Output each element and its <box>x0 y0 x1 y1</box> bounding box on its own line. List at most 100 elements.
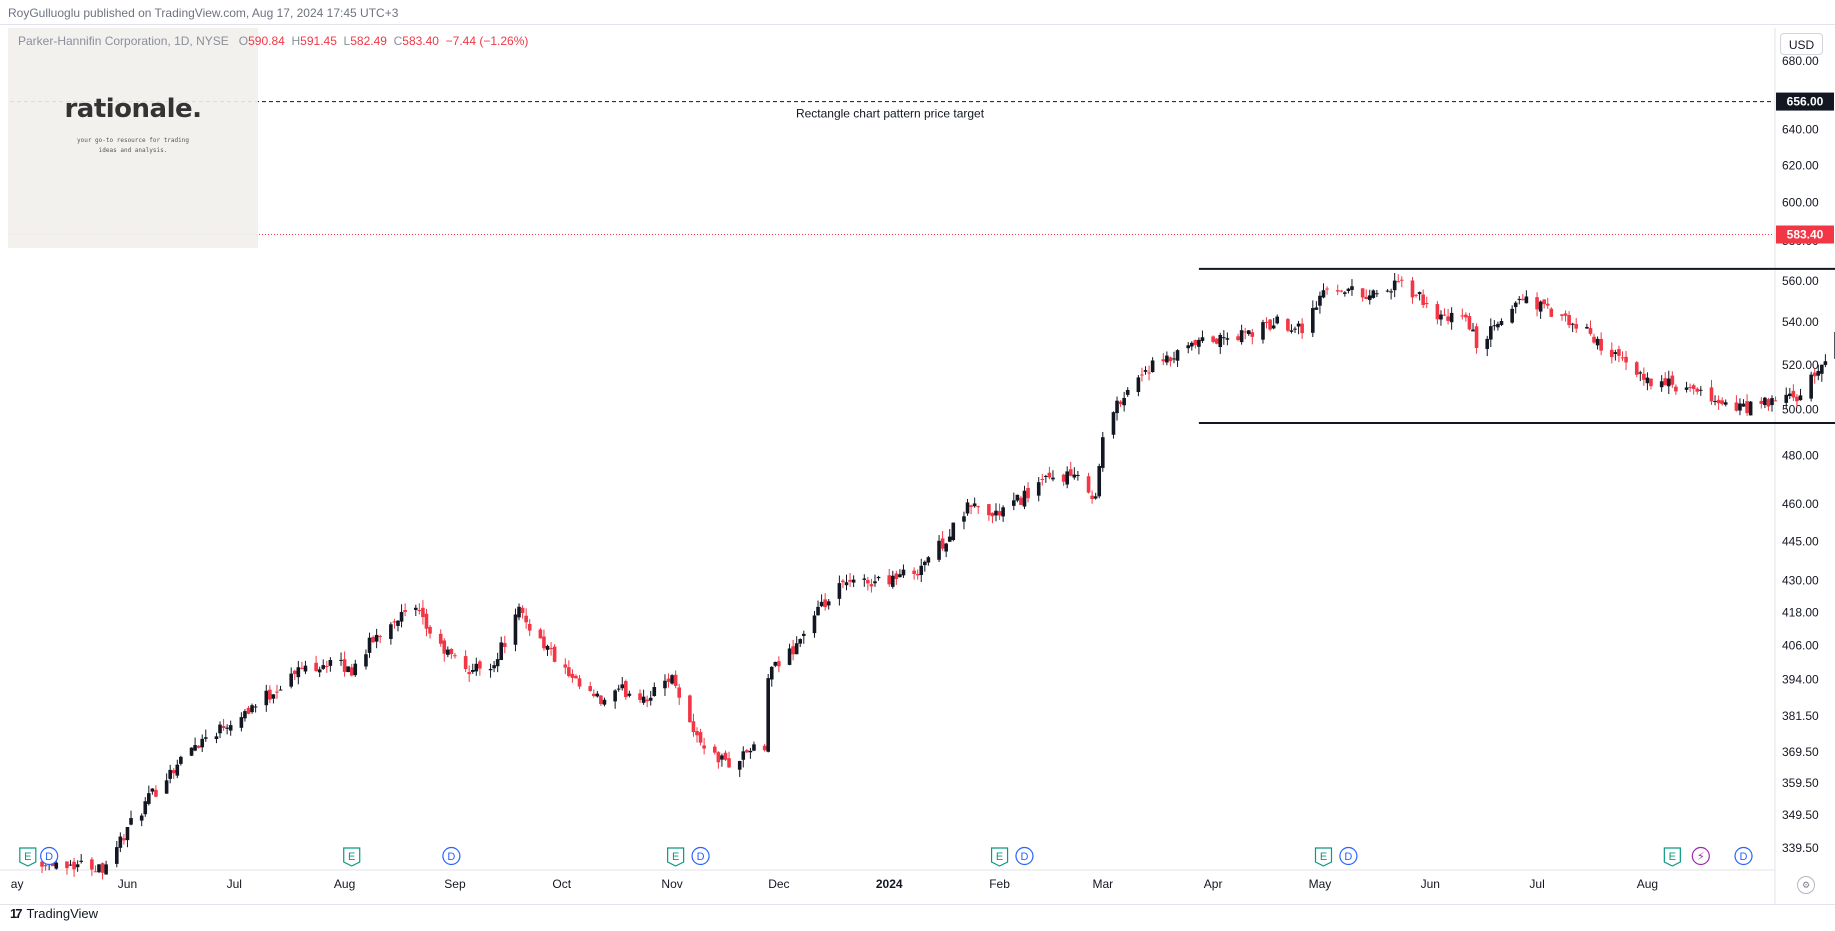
candle-body <box>602 699 607 705</box>
candle-body <box>1513 302 1518 308</box>
candle-body <box>1467 316 1472 330</box>
publisher-caption: RoyGulluoglu published on TradingView.co… <box>8 6 399 20</box>
candle-body <box>463 656 468 669</box>
time-tick-label: Mar <box>1092 877 1113 891</box>
candle-body <box>912 570 916 574</box>
candle-body <box>1417 292 1422 295</box>
earnings-event-label: E <box>996 851 1003 863</box>
candle-body <box>1745 401 1749 414</box>
candle-body <box>545 645 550 650</box>
candle-body <box>1741 403 1746 407</box>
candle-body <box>253 706 258 708</box>
time-tick-label: May <box>1309 877 1332 891</box>
time-tick-label: 2024 <box>876 877 903 891</box>
logo-wordmark: rationale. <box>64 94 202 124</box>
candle-body <box>1268 319 1272 330</box>
currency-button[interactable]: USD <box>1780 33 1823 55</box>
candle-body <box>502 642 507 647</box>
candle-body <box>1065 471 1069 485</box>
candle-body <box>221 725 226 729</box>
candle-body <box>1243 331 1247 333</box>
candle-body <box>1560 314 1564 316</box>
candle-body <box>1716 399 1721 404</box>
candle-body <box>702 745 706 749</box>
candle-body <box>114 847 119 864</box>
candle-body <box>826 601 831 606</box>
candle-body <box>1820 364 1824 374</box>
candle-body <box>474 663 479 672</box>
candle-body <box>1339 290 1344 292</box>
candle-body <box>1574 324 1579 329</box>
candle-body <box>104 864 108 875</box>
candle-body <box>1147 372 1151 374</box>
candle-body <box>552 646 557 662</box>
price-tick-label: 540.00 <box>1782 315 1819 329</box>
candle-body <box>65 861 69 869</box>
candle-body <box>1659 381 1664 388</box>
candle-body <box>492 665 496 669</box>
candle-body <box>862 578 867 580</box>
gear-icon[interactable]: ⚙ <box>1797 876 1815 894</box>
candle-body <box>1175 350 1180 361</box>
candle-body <box>791 646 795 655</box>
candle-body <box>1012 500 1016 506</box>
candle-body <box>794 643 799 655</box>
candle-body <box>168 769 172 779</box>
candle-body <box>1044 475 1048 477</box>
candle-body <box>1720 400 1724 405</box>
candle-body <box>1549 308 1554 317</box>
candle-body <box>292 670 297 675</box>
time-tick-label: Sep <box>444 877 466 891</box>
candle-body <box>1570 323 1575 325</box>
candle-body <box>1649 378 1653 387</box>
candle-body <box>1442 314 1447 316</box>
candle-body <box>713 746 717 753</box>
candle-body <box>1350 286 1354 290</box>
candle-body <box>495 659 500 667</box>
price-tick-label: 359.50 <box>1782 776 1819 790</box>
candle-body <box>353 663 358 676</box>
legend-close-value: 583.40 <box>402 34 439 48</box>
candle-body <box>122 838 126 841</box>
candle-body <box>1691 385 1696 389</box>
candle-body <box>549 648 553 650</box>
candle-body <box>1051 477 1055 480</box>
candle-body <box>300 667 304 669</box>
time-tick-label: Aug <box>334 877 355 891</box>
candle-body <box>1688 386 1692 388</box>
candle-body <box>1314 307 1319 310</box>
candle-body <box>1585 326 1589 329</box>
candle-body <box>745 750 749 753</box>
candle-body <box>289 673 294 687</box>
candle-body <box>378 636 382 638</box>
candle-body <box>670 675 674 684</box>
candle-body <box>1165 355 1169 363</box>
candle-body <box>1588 328 1593 334</box>
candle-body <box>1261 322 1265 340</box>
candle-body <box>1239 330 1244 343</box>
candle-body <box>1567 315 1571 326</box>
legend-low-label: L <box>343 34 351 48</box>
candle-body <box>527 624 532 631</box>
candle-body <box>1200 337 1205 341</box>
candle-body <box>940 538 945 549</box>
candle-body <box>748 750 753 753</box>
candle-body <box>787 648 792 665</box>
tradingview-brand[interactable]: 17 TradingView <box>10 906 98 921</box>
candle-body <box>389 624 393 639</box>
candle-body <box>72 861 76 870</box>
candle-body <box>1136 377 1141 392</box>
candle-body <box>1734 402 1739 411</box>
candle-body <box>1335 290 1340 292</box>
candle-body <box>1090 495 1094 499</box>
logo-tagline-line-2: ideas and analysis. <box>98 147 168 154</box>
dividend-event-label: D <box>1740 851 1748 863</box>
candle-body <box>524 615 528 623</box>
candle-body <box>901 569 906 576</box>
candle-body <box>1161 359 1166 362</box>
candle-body <box>1439 314 1443 320</box>
candle-body <box>1036 482 1041 496</box>
candle-body <box>1645 377 1650 384</box>
candle-body <box>563 664 568 668</box>
